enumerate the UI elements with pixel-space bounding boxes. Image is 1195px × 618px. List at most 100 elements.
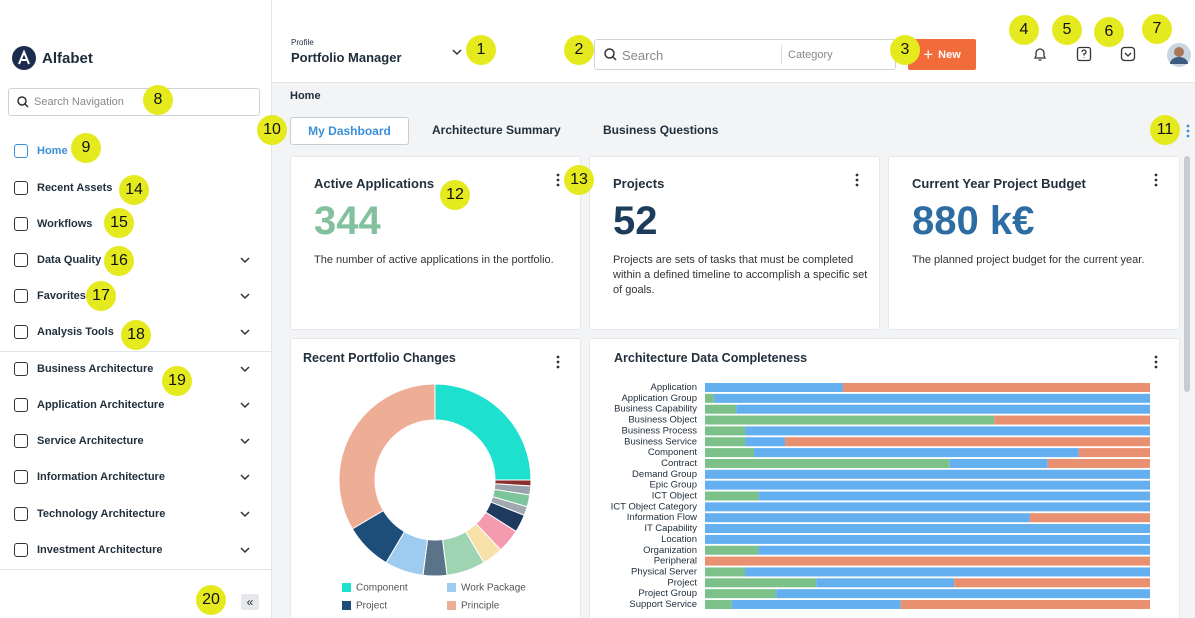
more-icon[interactable]: [556, 365, 560, 369]
breadcrumb[interactable]: Home: [290, 90, 321, 102]
collapse-button[interactable]: «: [241, 594, 259, 610]
sidebar: Alfabet Search Navigation « Home Recent A…: [0, 0, 272, 618]
y-tick-label: Peripheral: [654, 556, 697, 567]
more-icon[interactable]: [855, 178, 859, 182]
bar-segment: [758, 491, 1150, 501]
tab-active[interactable]: My Dashboard: [290, 117, 409, 145]
profile-name: Portfolio Manager: [291, 50, 402, 65]
plus-icon: +: [923, 44, 934, 64]
card-title: Projects: [613, 176, 665, 191]
nav-item[interactable]: Favorites: [14, 288, 254, 304]
bar-segment: [949, 458, 1048, 468]
nav-item[interactable]: Workflows: [14, 216, 254, 232]
nav-item[interactable]: Investment Architecture: [14, 542, 254, 558]
nav-item[interactable]: Business Architecture: [14, 361, 254, 377]
more-icon[interactable]: [1185, 123, 1191, 139]
search-box[interactable]: Search Category: [594, 39, 896, 70]
callout: 3: [890, 35, 920, 65]
callout: 16: [104, 246, 134, 276]
bar-segment: [900, 600, 1150, 609]
more-icon[interactable]: [1154, 365, 1158, 369]
chevron: [240, 547, 250, 554]
profile-chevron[interactable]: [452, 48, 462, 56]
nav-item[interactable]: Technology Architecture: [14, 506, 254, 522]
more-icon[interactable]: [1154, 183, 1158, 187]
nav-item[interactable]: Service Architecture: [14, 433, 254, 449]
nav-icon: [14, 543, 28, 557]
inbox-icon[interactable]: [1120, 46, 1136, 62]
avatar[interactable]: [1167, 43, 1191, 67]
y-tick-label: Project: [667, 577, 697, 588]
bar-segment: [1078, 448, 1150, 458]
bar-segment: [705, 545, 759, 555]
bar-segment: [705, 567, 746, 577]
more-icon[interactable]: [1154, 173, 1158, 177]
nav-item[interactable]: Data Quality: [14, 252, 254, 268]
kpi-card: Projects 52 Projects are sets of tasks t…: [589, 156, 880, 330]
card-value: 880 k€: [912, 199, 1035, 243]
nav-item[interactable]: Application Architecture: [14, 397, 254, 413]
chevron: [240, 402, 250, 409]
nav-chevron: [240, 402, 250, 409]
bar-segment: [705, 404, 737, 414]
card-title: Active Applications: [314, 176, 435, 191]
nav-search[interactable]: Search Navigation: [8, 88, 260, 116]
chart-title: Architecture Data Completeness: [614, 351, 807, 365]
new-button[interactable]: + New: [908, 39, 976, 70]
chevron: [240, 293, 250, 300]
bar-segment: [736, 404, 1150, 414]
more-icon[interactable]: [556, 360, 560, 364]
callout: 8: [143, 85, 173, 115]
bar-segment: [705, 578, 817, 588]
more-icon[interactable]: [556, 183, 560, 187]
logo-icon: [12, 46, 36, 70]
more-icon[interactable]: [1154, 360, 1158, 364]
nav-chevron: [240, 547, 250, 554]
nav-item[interactable]: Recent Assets: [14, 180, 254, 196]
nav-icon: [14, 434, 28, 448]
bar-segment: [776, 589, 1150, 599]
nav-label: Analysis Tools: [37, 326, 114, 338]
bar-segment: [705, 502, 1150, 512]
help-icon[interactable]: [1076, 46, 1092, 62]
kpi-card: Current Year Project Budget 880 k€ The p…: [888, 156, 1180, 330]
chevron: [240, 438, 250, 445]
scrollbar[interactable]: [1184, 156, 1190, 392]
divider: [0, 569, 271, 570]
more-icon[interactable]: [556, 173, 560, 177]
callout: 15: [104, 208, 134, 238]
nav-label: Workflows: [37, 218, 93, 230]
tab[interactable]: Architecture Summary: [432, 123, 561, 137]
nav-icon: [14, 217, 28, 231]
nav-item[interactable]: Information Architecture: [14, 469, 254, 485]
bell-icon[interactable]: [1032, 46, 1048, 62]
nav-chevron: [240, 511, 250, 518]
category-placeholder[interactable]: Category: [788, 49, 833, 61]
y-tick-label: Project Group: [638, 588, 697, 599]
more-icon[interactable]: [1154, 355, 1158, 359]
nav-icon: [14, 362, 28, 376]
tab[interactable]: Business Questions: [603, 123, 719, 137]
bar-segment: [705, 469, 1150, 479]
callout: 11: [1150, 115, 1180, 145]
nav-label: Application Architecture: [37, 399, 165, 411]
nav-icon: [14, 398, 28, 412]
more-icon[interactable]: [855, 183, 859, 187]
new-button-label: New: [938, 48, 961, 61]
nav-icon: [14, 181, 28, 195]
more-icon[interactable]: [1154, 178, 1158, 182]
more-icon[interactable]: [556, 355, 560, 359]
top-bar: Profile Portfolio Manager Search Categor…: [272, 0, 1195, 83]
nav-item[interactable]: Analysis Tools: [14, 324, 254, 340]
nav-chevron: [240, 474, 250, 481]
more-icon[interactable]: [556, 178, 560, 182]
y-tick-label: Demand Group: [632, 469, 697, 480]
nav-chevron: [240, 366, 250, 373]
nav-item[interactable]: Home: [14, 143, 254, 159]
nav-label: Favorites: [37, 290, 86, 302]
bar-segment: [745, 567, 1150, 577]
nav-chevron: [240, 257, 250, 264]
more-icon[interactable]: [855, 173, 859, 177]
bar-segment: [705, 415, 995, 425]
